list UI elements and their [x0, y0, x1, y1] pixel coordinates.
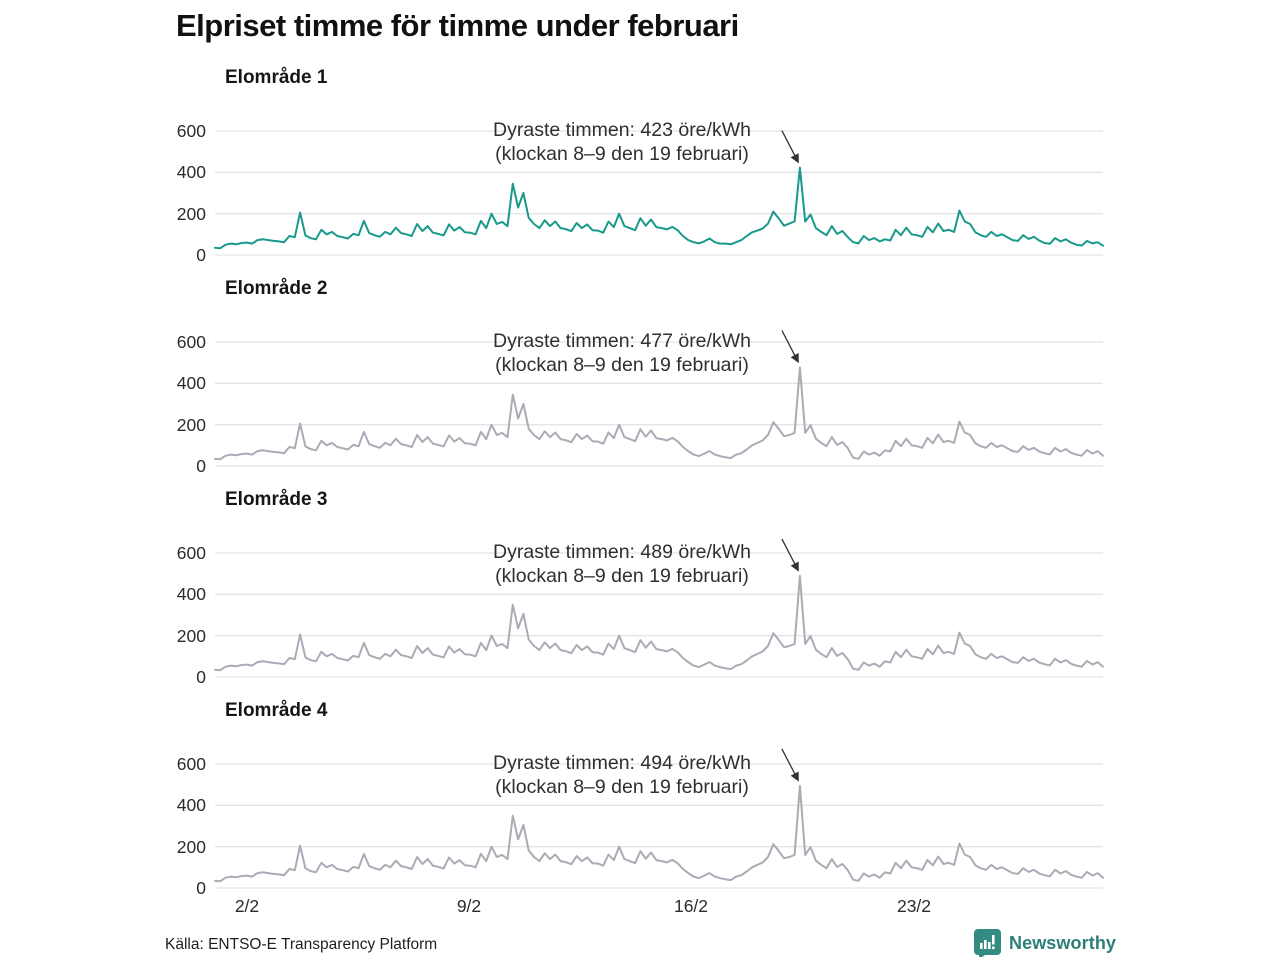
- annotation-arrow: [781, 538, 799, 572]
- y-tick-label: 400: [176, 373, 206, 393]
- y-tick-label: 200: [176, 625, 206, 646]
- y-tick-label: 400: [176, 162, 206, 182]
- bar-chart-speech-bubble-icon: [974, 929, 1001, 957]
- y-tick-label: 600: [176, 332, 206, 352]
- newsworthy-logo: Newsworthy: [974, 929, 1116, 957]
- panel-title: Elområde 3: [225, 489, 328, 510]
- y-tick-label: 0: [196, 878, 206, 898]
- y-tick-label: 200: [176, 414, 206, 435]
- y-tick-label: 600: [176, 543, 206, 563]
- line-chart: [214, 330, 1104, 467]
- annotation-arrow: [781, 748, 799, 782]
- price-line: [214, 166, 1104, 250]
- panel-title: Elområde 2: [225, 278, 328, 299]
- y-tick-label: 600: [176, 121, 206, 141]
- price-line: [214, 784, 1104, 883]
- line-chart: [214, 538, 1104, 678]
- source-note: Källa: ENTSO-E Transparency Platform: [165, 936, 438, 953]
- annotation-arrow: [781, 130, 799, 164]
- panel-title: Elområde 1: [225, 67, 328, 88]
- annotation-arrow: [781, 330, 799, 364]
- y-tick-label: 400: [176, 584, 206, 604]
- page-title: Elpriset timme för timme under februari: [176, 8, 739, 43]
- y-tick-label: 600: [176, 754, 206, 774]
- panel-title: Elområde 4: [225, 700, 328, 721]
- x-tick-label: 16/2: [673, 896, 709, 916]
- price-line: [214, 366, 1104, 461]
- y-tick-label: 0: [196, 456, 206, 476]
- y-tick-label: 0: [196, 245, 206, 265]
- y-tick-label: 200: [176, 203, 206, 224]
- x-tick-label: 23/2: [896, 896, 932, 916]
- y-tick-label: 200: [176, 836, 206, 857]
- x-tick-label: 2/2: [234, 896, 260, 916]
- line-chart: [214, 748, 1104, 889]
- y-tick-label: 0: [196, 667, 206, 687]
- price-line: [214, 574, 1104, 672]
- x-tick-label: 9/2: [456, 896, 482, 916]
- line-chart: [214, 130, 1104, 256]
- y-tick-label: 400: [176, 795, 206, 815]
- brand-name: Newsworthy: [1009, 932, 1117, 953]
